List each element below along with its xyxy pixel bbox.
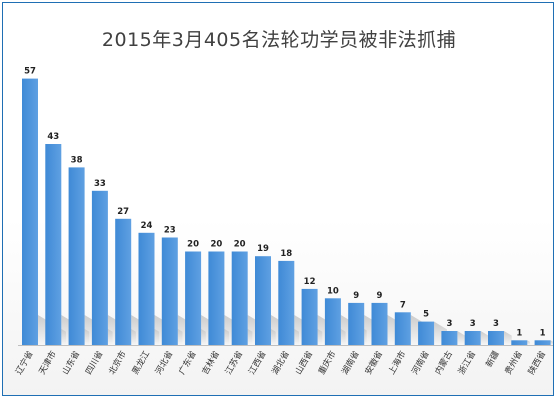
value-label: 23 — [164, 226, 176, 236]
value-label: 20 — [234, 240, 246, 250]
category-label: 湖南省 — [340, 349, 363, 377]
bar-陕西省 — [534, 340, 551, 345]
value-label: 12 — [304, 277, 316, 287]
bar-shadow — [527, 340, 530, 345]
category-label: 山东省 — [60, 349, 83, 377]
category-label: 山西省 — [293, 349, 316, 377]
value-label: 27 — [117, 207, 129, 217]
category-label: 贵州省 — [503, 349, 526, 377]
bar-江苏省 — [231, 251, 248, 345]
category-label: 新疆 — [484, 349, 502, 370]
value-label: 1 — [540, 328, 546, 338]
value-label: 3 — [446, 319, 452, 329]
category-label: 广东省 — [176, 349, 199, 377]
bar-重庆市 — [324, 298, 341, 345]
bar-黑龙江 — [138, 232, 155, 345]
category-label: 安徽省 — [363, 349, 386, 377]
value-label: 19 — [257, 244, 269, 254]
value-label: 20 — [210, 240, 222, 250]
category-label: 江西省 — [246, 349, 269, 377]
category-label: 上海市 — [386, 349, 409, 377]
value-label: 3 — [493, 319, 499, 329]
category-label: 浙江省 — [456, 349, 479, 377]
category-label: 重庆市 — [316, 349, 339, 377]
bar-辽宁省 — [22, 78, 38, 345]
category-label: 河南省 — [409, 349, 432, 377]
bar-广东省 — [185, 251, 202, 345]
bar-湖南省 — [348, 302, 365, 345]
value-label: 38 — [71, 155, 83, 165]
bar-安徽省 — [371, 302, 388, 345]
category-label: 河北省 — [153, 349, 176, 377]
category-label: 黑龙江 — [130, 349, 153, 377]
bar-四川省 — [91, 190, 108, 345]
bar-江西省 — [255, 256, 271, 345]
value-label: 3 — [470, 319, 476, 329]
category-label: 湖北省 — [270, 349, 293, 377]
value-label: 24 — [141, 221, 153, 231]
value-label: 33 — [94, 179, 106, 189]
value-label: 10 — [327, 286, 339, 296]
chart-title: 2015年3月405名法轮功学员被非法抓捕 — [101, 29, 457, 51]
bar-河南省 — [418, 321, 435, 345]
bar-shadow — [504, 330, 512, 345]
bar-贵州省 — [511, 340, 528, 345]
bar-浙江省 — [464, 331, 481, 345]
value-label: 9 — [377, 291, 383, 301]
value-label: 43 — [47, 132, 59, 142]
bar-天津市 — [45, 144, 62, 345]
bar-shadow — [550, 340, 553, 345]
category-label: 陕西省 — [526, 349, 549, 377]
bar-shadow — [480, 330, 489, 345]
bar-河北省 — [161, 237, 178, 345]
bar-山西省 — [301, 288, 318, 345]
chart-frame: 2015年3月405名法轮功学员被非法抓捕 57 辽宁省 43 天津市 38 山东省 33 四… — [2, 2, 554, 396]
category-label: 江苏省 — [223, 349, 246, 377]
value-label: 1 — [516, 328, 522, 338]
value-label: 5 — [423, 310, 429, 320]
bar-上海市 — [394, 312, 411, 345]
category-label: 内蒙古 — [433, 349, 456, 377]
category-label: 辽宁省 — [13, 349, 36, 377]
bar-湖北省 — [278, 260, 295, 345]
bar-chart: 57辽宁省43天津市38山东省33四川省27北京市24黑龙江23河北省20广东省… — [13, 67, 553, 377]
bar-山东省 — [68, 167, 85, 345]
value-label: 57 — [24, 67, 36, 77]
category-label: 北京市 — [107, 349, 130, 377]
bar-内蒙古 — [441, 331, 458, 345]
category-label: 吉林省 — [200, 349, 223, 377]
category-label: 天津市 — [37, 349, 60, 377]
category-label: 四川省 — [83, 349, 106, 377]
bar-新疆 — [488, 331, 504, 345]
bar-shadow — [457, 330, 466, 345]
bar-吉林省 — [208, 251, 225, 345]
bar-北京市 — [115, 218, 132, 345]
value-label: 18 — [280, 249, 292, 259]
value-label: 20 — [187, 240, 199, 250]
value-label: 7 — [400, 300, 406, 310]
value-label: 9 — [353, 291, 359, 301]
